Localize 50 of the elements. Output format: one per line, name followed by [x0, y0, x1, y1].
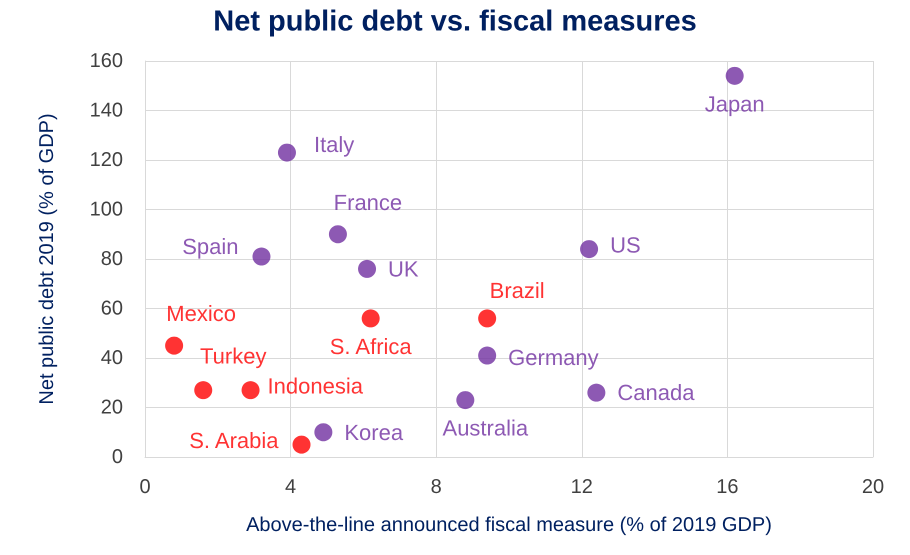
point — [292, 436, 311, 454]
point — [587, 384, 606, 402]
y-tick-label: 100 — [90, 198, 123, 220]
data-label: US — [610, 232, 641, 258]
data-label: Italy — [314, 132, 354, 158]
x-tick-label: 4 — [285, 476, 296, 498]
data-label: Germany — [508, 345, 599, 370]
x-tick-label: 16 — [716, 476, 739, 498]
y-tick-label: 40 — [100, 347, 123, 369]
point — [478, 346, 496, 365]
point — [252, 248, 270, 266]
chart-title: Net public debt vs. fiscal measures — [213, 6, 697, 38]
point — [726, 66, 744, 85]
data-label: Brazil — [490, 278, 545, 303]
x-tick-label: 20 — [862, 476, 884, 498]
data-label: UK — [388, 256, 419, 282]
x-tick-label: 8 — [430, 476, 442, 498]
point — [456, 391, 474, 410]
data-label: Spain — [182, 234, 238, 260]
point — [314, 423, 332, 442]
data-label: Korea — [344, 420, 404, 445]
point — [242, 381, 260, 400]
point — [165, 336, 184, 355]
data-label: France — [334, 190, 402, 215]
y-tick-label: 0 — [112, 446, 123, 468]
data-label: Mexico — [166, 301, 236, 326]
point — [478, 309, 496, 328]
y-tick-label: 60 — [100, 298, 123, 320]
point — [278, 144, 296, 162]
x-tick-label: 0 — [139, 476, 151, 498]
data-label: Canada — [617, 380, 696, 406]
data-label: Turkey — [200, 344, 266, 369]
x-axis-title: Above-the-line announced fiscal measure (% of 2019 GDP) — [246, 514, 772, 536]
y-tick-label: 20 — [100, 396, 123, 418]
data-label: Indonesia — [268, 374, 364, 399]
point — [194, 381, 212, 400]
point — [328, 225, 347, 244]
point — [362, 309, 380, 328]
x-tick-label: 12 — [570, 476, 593, 498]
y-tick-label: 140 — [90, 100, 123, 122]
data-label: S. Africa — [330, 334, 412, 359]
point — [358, 260, 376, 278]
y-tick-label: 80 — [100, 248, 123, 270]
y-tick-label: 160 — [90, 50, 123, 72]
y-axis-title: Net public debt 2019 (% of GDP) — [36, 113, 58, 405]
data-label: S. Arabia — [189, 428, 280, 454]
point — [580, 240, 598, 258]
data-label: Australia — [442, 416, 529, 441]
y-tick-label: 120 — [90, 149, 123, 171]
data-label: Japan — [704, 91, 765, 116]
